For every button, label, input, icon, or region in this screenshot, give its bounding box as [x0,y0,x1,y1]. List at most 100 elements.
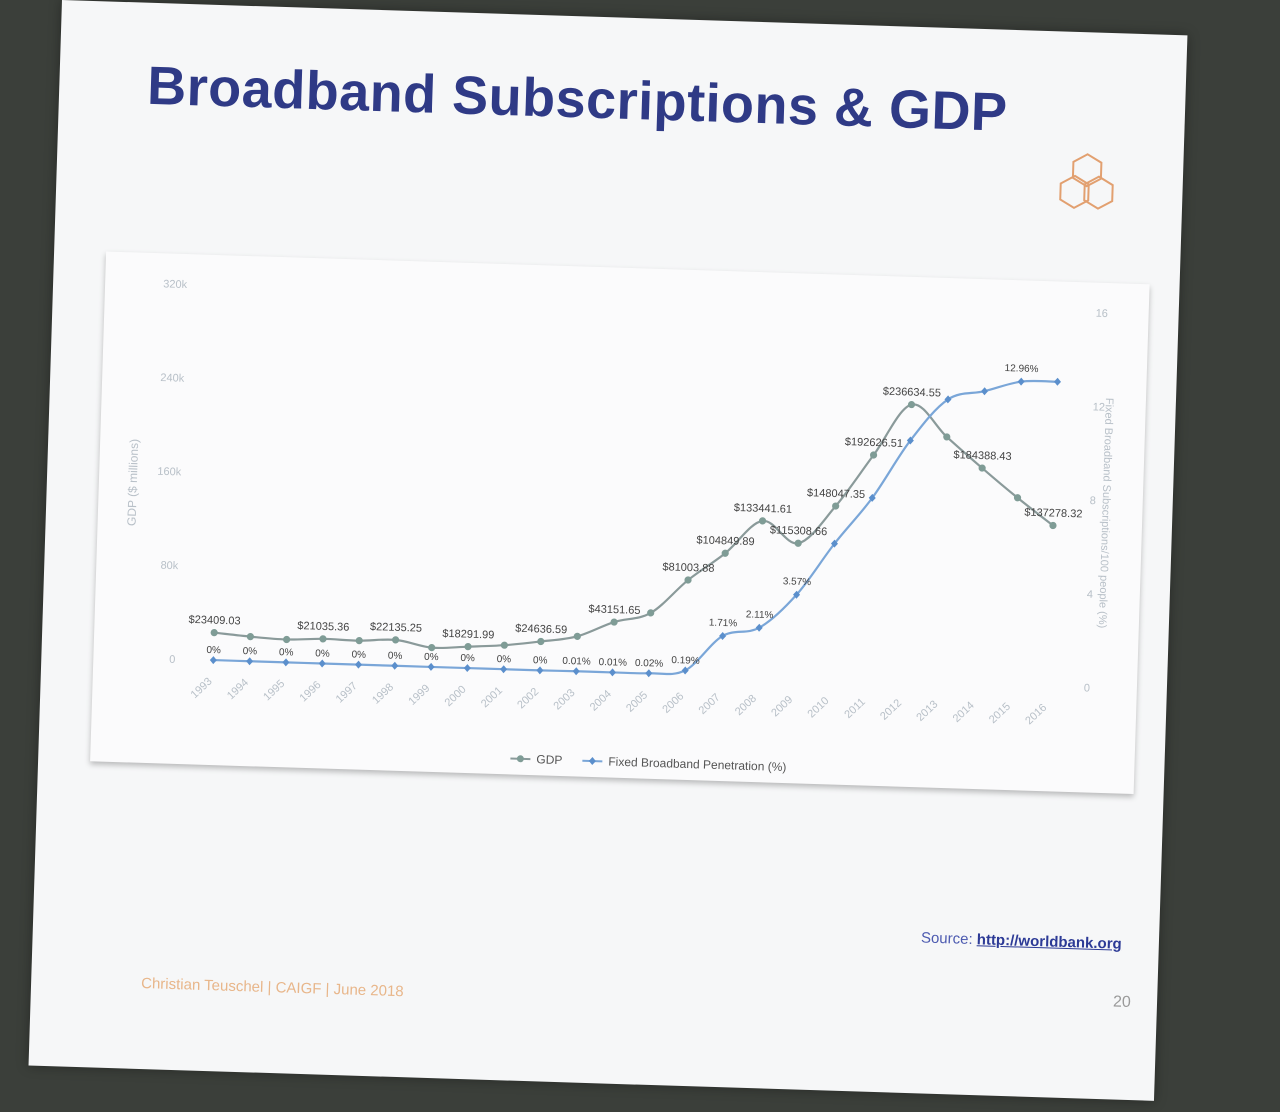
broadband-data-label: 3.57% [783,576,812,588]
gdp-point [759,517,766,524]
x-tick-label: 2013 [914,698,940,724]
x-tick-label: 2008 [733,693,759,719]
gdp-point [319,635,326,642]
x-tick-label: 1993 [189,676,215,702]
broadband-point [609,668,616,676]
x-tick-label: 1996 [298,679,324,705]
legend-label-broadband: Fixed Broadband Penetration (%) [608,755,786,775]
slide: Broadband Subscriptions & GDP 0 80k 160k 24… [29,0,1188,1101]
broadband-point [427,663,434,671]
broadband-data-label: 0% [460,653,475,664]
gdp-data-label: $22135.25 [370,621,422,635]
x-tick-label: 1997 [334,680,360,706]
x-tick-label: 2015 [987,701,1013,727]
gdp-point [908,401,915,408]
broadband-point [319,659,326,667]
page-number: 20 [1113,994,1131,1013]
gdp-point [501,641,508,648]
broadband-data-label: 0.01% [562,656,591,668]
gdp-point [610,618,617,625]
broadband-data-label: 0% [424,652,439,663]
y-left-tick-label: 320k [163,278,188,291]
x-tick-label: 1999 [406,682,432,708]
broadband-data-label: 0% [206,645,221,656]
broadband-data-label: 0.19% [671,655,700,667]
gdp-data-label: $81003.88 [662,561,714,575]
y-left-tick-label: 0 [169,654,175,666]
gdp-data-label: $133441.61 [734,502,792,516]
gdp-point [428,644,435,651]
x-tick-label: 2004 [588,688,614,714]
broadband-point [500,665,507,673]
broadband-point [210,656,217,664]
broadband-point [246,657,253,665]
legend-label-gdp: GDP [536,752,562,767]
broadband-point [645,669,652,677]
gdp-point [574,633,581,640]
hexagon-logo-icon [1055,149,1117,231]
gdp-point [392,636,399,643]
broadband-data-label: 0% [497,654,512,665]
broadband-point [282,658,289,666]
broadband-point [981,387,988,395]
gdp-point [464,643,471,650]
y-axis-right-label: Fixed Broadband Subscriptions/100 people… [1096,398,1115,629]
y-left-tick-label: 240k [160,372,185,385]
broadband-data-label: 0% [388,651,403,662]
y-right-tick-label: 4 [1087,589,1093,601]
broadband-point [1054,378,1061,386]
broadband-series-line [213,355,1057,686]
gdp-data-label: $21035.36 [297,620,349,634]
x-tick-label: 2009 [769,694,795,720]
broadband-data-label: 0.02% [635,658,664,670]
source-citation: Source: http://worldbank.org [921,929,1122,952]
footer-credit: Christian Teuschel | CAIGF | June 2018 [141,975,404,1000]
x-tick-label: 2000 [443,683,469,709]
gdp-point [356,637,363,644]
x-tick-label: 2002 [515,686,541,712]
broadband-data-label: 12.96% [1004,363,1038,375]
gdp-point [794,540,801,547]
x-tick-label: 2010 [806,695,832,721]
gdp-point [247,633,254,640]
x-tick-label: 1995 [261,678,287,704]
legend-item-gdp: GDP [510,751,562,767]
source-label: Source: [921,929,973,948]
gdp-data-label: $104849.89 [696,534,754,548]
source-link[interactable]: http://worldbank.org [977,931,1122,953]
broadband-data-label: 2.11% [746,609,774,621]
broadband-point [464,664,471,672]
broadband-data-label: 0% [351,649,366,660]
broadband-data-label: 0% [533,655,548,666]
x-tick-label: 2003 [552,687,578,713]
broadband-point [536,666,543,674]
x-tick-label: 1998 [370,681,396,707]
x-tick-label: 2012 [878,697,904,723]
broadband-data-label: 0.01% [598,657,627,669]
slide-title: Broadband Subscriptions & GDP [146,55,1008,144]
gdp-data-label: $43151.65 [588,603,640,617]
y-left-tick-label: 160k [157,466,182,479]
broadband-point [756,624,763,632]
broadband-data-label: 0% [243,646,258,657]
legend-item-broadband: Fixed Broadband Penetration (%) [582,754,786,774]
chart-card: 0 80k 160k 240k 320k 0 4 8 12 16 GDP ($ millions… [90,252,1150,795]
gdp-point [210,629,217,636]
x-tick-label: 2006 [660,690,686,716]
gdp-data-label: $192626.51 [845,436,903,450]
broadband-point [1018,377,1025,385]
y-right-tick-label: 16 [1095,308,1108,320]
gdp-broadband-line-chart: 0 80k 160k 240k 320k 0 4 8 12 16 GDP ($ millions… [90,252,1150,795]
broadband-data-label: 0% [315,648,330,659]
x-tick-label: 1994 [225,677,251,703]
y-axis-left-label: GDP ($ millions) [125,439,142,527]
x-tick-label: 2001 [479,685,505,711]
y-right-tick-label: 8 [1090,495,1096,507]
y-right-tick-label: 0 [1084,682,1090,694]
gdp-data-label: $184388.43 [953,449,1011,463]
gdp-data-label: $236634.55 [883,386,941,400]
gdp-point [283,636,290,643]
chart-legend: GDP Fixed Broadband Penetration (%) [510,751,786,774]
broadband-point [391,662,398,670]
gdp-data-label: $115308.66 [770,524,828,538]
